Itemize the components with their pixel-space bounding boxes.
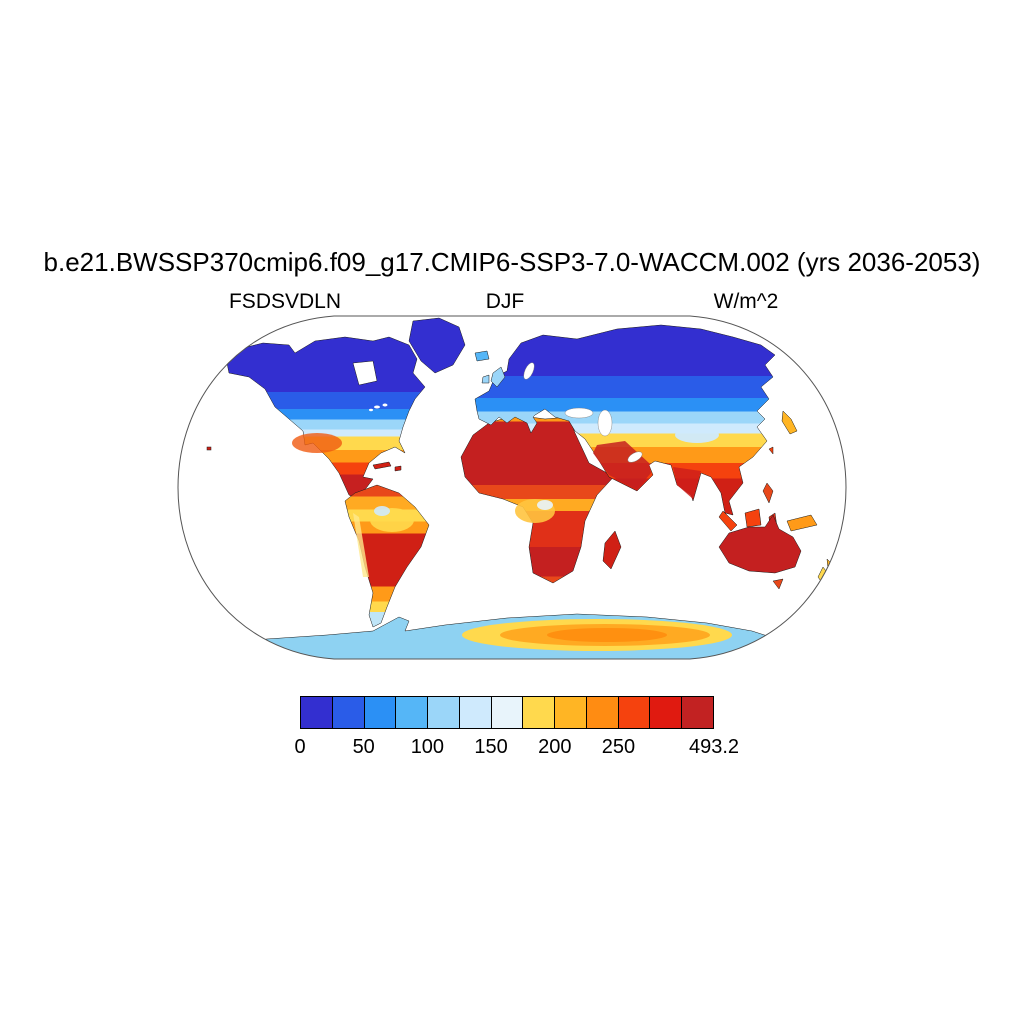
plot-title: b.e21.BWSSP370cmip6.f09_g17.CMIP6-SSP3-7…: [43, 247, 981, 277]
projection-outline: [177, 315, 847, 660]
colorbar-cell: [332, 697, 365, 728]
island-uk: [490, 366, 506, 388]
variable-label: FSDSVDLN: [228, 290, 342, 313]
antarctica-interior-core: [547, 628, 667, 642]
colorbar-cell: [555, 697, 587, 728]
colorbar-ticks: 0 50 100 150 200 250 493.2: [294, 736, 739, 762]
colorbar-cell: [364, 697, 397, 728]
island-sumatra: [718, 510, 738, 532]
patch-india-red: [673, 467, 701, 499]
island-hispaniola: [394, 465, 402, 472]
caspian-sea: [597, 409, 613, 437]
colorbar-tick-label: 250: [601, 736, 636, 758]
colorbar-tick-label: 0: [294, 736, 306, 758]
continent-australia: [718, 514, 802, 574]
island-cuba: [372, 461, 392, 470]
patch-us-southwest: [292, 433, 342, 453]
great-lake-1: [374, 405, 380, 409]
patch-amazon-pale: [374, 506, 390, 516]
world-map: [177, 315, 847, 660]
colorbar-cell: [459, 697, 492, 728]
persian-gulf: [627, 451, 643, 463]
colorbar-tick-label: 200: [538, 736, 572, 758]
colorbar: [300, 696, 714, 729]
continent-north-america: [226, 336, 426, 500]
baltic-sea: [523, 362, 535, 380]
colorbar-cell: [586, 697, 619, 728]
season-label: DJF: [485, 290, 525, 313]
inland-seas-and-lakes: [369, 362, 643, 463]
island-ireland: [481, 374, 490, 384]
great-lake-2: [382, 403, 388, 407]
colorbar-cell: [491, 697, 524, 728]
island-hawaii: [206, 446, 212, 451]
patch-congo-pale: [537, 500, 553, 510]
patch-andes-strip: [353, 513, 369, 577]
colorbar-cell: [650, 697, 683, 728]
colorbar-tick-label: 100: [410, 736, 445, 758]
patch-tibet-plateau: [675, 427, 719, 443]
regional-color-patches: [292, 427, 719, 577]
island-new-guinea: [786, 514, 818, 532]
great-lake-3: [369, 408, 373, 412]
island-tasmania: [772, 578, 784, 590]
units-label: W/m^2: [713, 290, 779, 313]
island-borneo: [744, 508, 762, 528]
colorbar-cell: [428, 697, 460, 728]
island-philippines: [762, 482, 774, 504]
continent-eurasia: [474, 324, 776, 516]
island-greenland: [408, 317, 466, 374]
island-madagascar: [602, 530, 622, 570]
colorbar-cell: [682, 697, 713, 728]
robinson-map-svg: [177, 315, 847, 660]
colorbar-tick-label: 50: [352, 736, 375, 758]
island-iceland: [474, 350, 490, 362]
colorbar-cell: [301, 697, 333, 728]
colorbar-cell: [618, 697, 651, 728]
colorbar-tick-label: 150: [474, 736, 508, 758]
black-sea: [564, 407, 594, 419]
colorbar-cell: [396, 697, 429, 728]
colorbar-tick-label: 493.2: [688, 736, 740, 758]
island-taiwan: [768, 446, 774, 455]
island-japan: [781, 410, 798, 435]
colorbar-cell: [523, 697, 556, 728]
